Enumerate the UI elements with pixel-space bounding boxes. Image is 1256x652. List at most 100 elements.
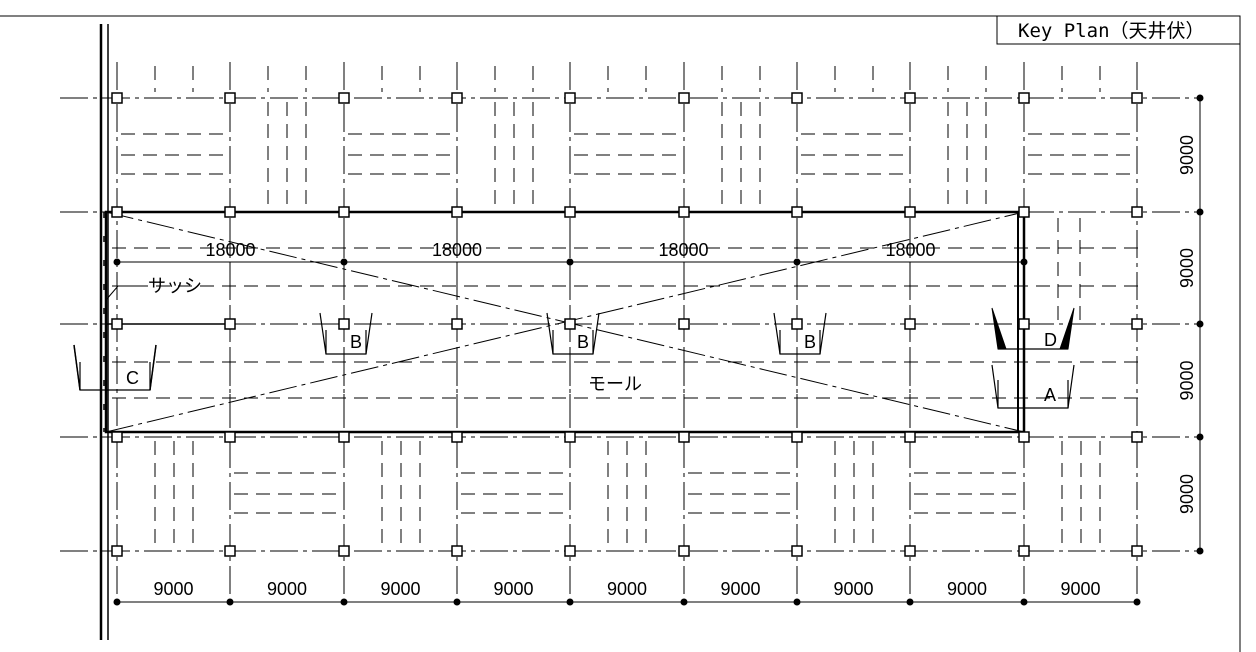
column-36: [678, 431, 690, 443]
column-12: [224, 206, 236, 218]
column-13: [338, 206, 350, 218]
bottom-dimension-dot-8: [906, 598, 914, 606]
column-24: [451, 318, 463, 330]
right-dimension-1: 9000: [1177, 135, 1197, 175]
drawing-title: Key Plan（天井伏）: [1018, 20, 1205, 42]
column-7: [791, 92, 803, 104]
ceiling-dash-lines: [112, 66, 1140, 547]
mall-dimension-4: 18000: [885, 240, 935, 260]
section-label-c: C: [126, 368, 139, 388]
column-17: [791, 206, 803, 218]
column-4: [451, 92, 463, 104]
column-38: [904, 431, 916, 443]
column-43: [338, 545, 350, 557]
right-dimension-dot-2: [1196, 208, 1204, 216]
section-label-b-1: B: [350, 332, 362, 352]
sash-label: サッシ: [148, 276, 202, 297]
column-35: [564, 431, 576, 443]
section-label-b-3: B: [804, 332, 816, 352]
column-3: [338, 92, 350, 104]
column-11: [111, 206, 123, 218]
column-26: [678, 318, 690, 330]
column-2: [224, 92, 236, 104]
title-block: Key Plan（天井伏）: [996, 15, 1241, 45]
column-31: [111, 431, 123, 443]
bottom-dimension-dot-6: [680, 598, 688, 606]
column-6: [678, 92, 690, 104]
column-45: [564, 545, 576, 557]
bottom-dimension-dot-5: [566, 598, 574, 606]
left-wall: [99, 24, 109, 640]
column-16: [678, 206, 690, 218]
columns: [111, 92, 1143, 557]
column-50: [1131, 545, 1143, 557]
column-40: [1131, 431, 1143, 443]
bottom-dimension-7: 9000: [833, 579, 873, 599]
column-25: [564, 318, 576, 330]
bottom-dimension-dot-7: [793, 598, 801, 606]
bottom-dimension-dot-2: [226, 598, 234, 606]
column-8: [904, 92, 916, 104]
dimension-texts: 9000 9000 9000 9000 9000 9000 9000 9000 9000 1800…: [153, 135, 1197, 599]
right-dimension-3: 9000: [1177, 360, 1197, 400]
column-28: [904, 318, 916, 330]
mall-dimension-dot-1: [113, 258, 121, 266]
bottom-dimension-1: 9000: [153, 579, 193, 599]
section-label-b-2: B: [577, 332, 589, 352]
column-34: [451, 431, 463, 443]
column-44: [451, 545, 463, 557]
sash-leader: [105, 285, 146, 301]
column-30: [1131, 318, 1143, 330]
mall-dimension-dot-5: [1020, 258, 1028, 266]
bottom-dimension-8: 9000: [947, 579, 987, 599]
column-32: [224, 431, 236, 443]
column-41: [111, 545, 123, 557]
column-47: [791, 545, 803, 557]
bottom-dimension-3: 9000: [380, 579, 420, 599]
mall-dimension-2: 18000: [432, 240, 482, 260]
bottom-dimension-dot-10: [1133, 598, 1141, 606]
column-9: [1018, 92, 1030, 104]
bottom-dimension-dot-1: [113, 598, 121, 606]
column-19: [1018, 206, 1030, 218]
right-dimension-2: 9000: [1177, 248, 1197, 288]
mall-dimension-dot-3: [566, 258, 574, 266]
bottom-dimension-dot-9: [1020, 598, 1028, 606]
column-18: [904, 206, 916, 218]
right-dimension-dot-5: [1196, 547, 1204, 555]
bottom-dimension-2: 9000: [267, 579, 307, 599]
section-d-arrows: [991, 307, 1075, 350]
column-21: [111, 318, 123, 330]
bottom-dimension-5: 9000: [607, 579, 647, 599]
column-49: [1018, 545, 1030, 557]
column-22: [224, 318, 236, 330]
section-label-a: A: [1044, 385, 1056, 405]
mall-dimension-dot-4: [793, 258, 801, 266]
mall-dimension-dot-2: [340, 258, 348, 266]
column-39: [1018, 431, 1030, 443]
section-label-d: D: [1044, 330, 1057, 350]
right-dimension-dot-3: [1196, 320, 1204, 328]
column-23: [338, 318, 350, 330]
column-5: [564, 92, 576, 104]
dimension-lines: [113, 94, 1204, 606]
bottom-dimension-dot-3: [340, 598, 348, 606]
column-33: [338, 431, 350, 443]
column-grid-lines: [60, 62, 1200, 600]
right-dimension-4: 9000: [1177, 474, 1197, 514]
right-dimension-dot-4: [1196, 433, 1204, 441]
section-markers: [73, 312, 1075, 409]
column-14: [451, 206, 463, 218]
mall-dimension-3: 18000: [658, 240, 708, 260]
column-48: [904, 545, 916, 557]
bottom-dimension-9: 9000: [1060, 579, 1100, 599]
column-46: [678, 545, 690, 557]
column-37: [791, 431, 803, 443]
right-dimension-dot-1: [1196, 94, 1204, 102]
column-15: [564, 206, 576, 218]
bottom-dimension-dot-4: [453, 598, 461, 606]
mall-dimension-1: 18000: [205, 240, 255, 260]
column-20: [1131, 206, 1143, 218]
